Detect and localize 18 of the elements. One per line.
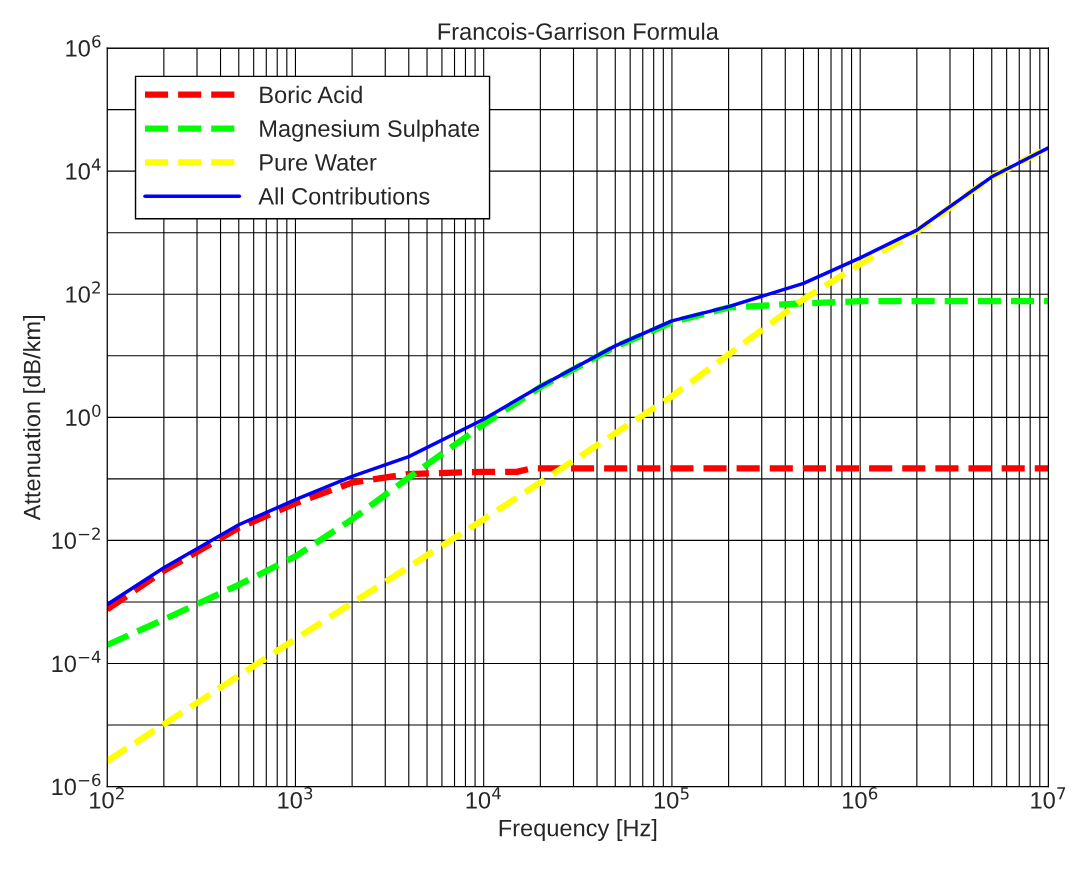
x-tick-label: 10$^{4}$ <box>466 787 501 809</box>
x-tick-label: 10$^{7}$ <box>1031 787 1066 809</box>
x-tick-label: 10$^{3}$ <box>278 787 313 809</box>
y-axis-title: Attenuation [dB/km] <box>23 315 46 521</box>
legend-label: Pure Water <box>260 154 377 171</box>
x-axis-title: Frequency [Hz] <box>499 819 657 842</box>
chart-title: Francois-Garrison Formula <box>438 22 719 40</box>
x-tick-label: 10$^{5}$ <box>654 787 689 809</box>
y-tick-label: 10$^{−4}$ <box>52 650 101 673</box>
x-tick-label: 10$^{6}$ <box>843 787 878 809</box>
y-tick-label: 10$^{0}$ <box>66 404 101 426</box>
y-tick-label: 10$^{2}$ <box>66 281 100 303</box>
y-tick-label: 10$^{4}$ <box>66 158 101 180</box>
y-tick-label: 10$^{6}$ <box>66 35 101 57</box>
y-tick-label: 10$^{−2}$ <box>52 527 100 550</box>
legend-label: Magnesium Sulphate <box>260 119 480 142</box>
legend-label: Boric Acid <box>260 85 362 104</box>
legend-label: All Contributions <box>258 187 430 205</box>
